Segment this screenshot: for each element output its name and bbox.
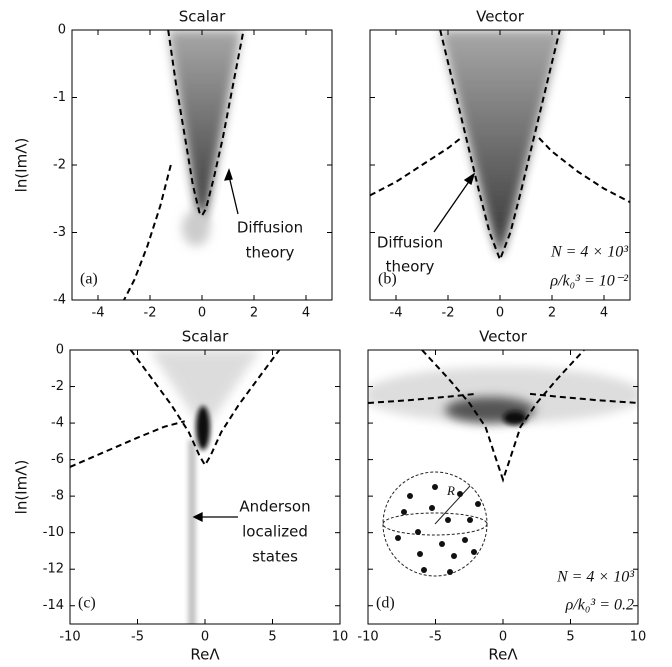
panel-label: (b) (378, 271, 397, 288)
theory-curve (370, 137, 462, 197)
y-tick-label: -2 (53, 158, 66, 173)
parameter-note: ρ/k₀³ = 0.2 (565, 597, 634, 614)
annotation: Diffusion (377, 234, 443, 252)
density (150, 350, 260, 624)
x-tick-label: 2 (548, 306, 556, 321)
theory-curve (368, 392, 477, 404)
annotation: theory (386, 258, 435, 276)
panel-title: Vector (476, 8, 525, 26)
theory-curve (70, 420, 186, 468)
density (368, 367, 638, 425)
x-tick-label: 4 (600, 306, 608, 321)
y-tick-label: -14 (43, 598, 64, 613)
x-tick-label: 0 (496, 306, 504, 321)
y-tick-label: -2 (51, 379, 64, 394)
x-tick-label: 5 (268, 630, 276, 645)
x-tick-label: -4 (390, 306, 403, 321)
x-tick-label: 10 (332, 630, 349, 645)
panel-label: (d) (376, 595, 395, 612)
annotation: theory (246, 244, 295, 262)
y-tick-label: -1 (53, 90, 66, 105)
parameter-note: N = 4 × 10³ (550, 244, 628, 261)
theory-curve (439, 30, 561, 263)
x-tick-label: -5 (429, 630, 442, 645)
density (168, 30, 242, 246)
y-tick-label: -4 (53, 293, 66, 308)
annotation: localized (242, 523, 308, 541)
density (440, 30, 562, 258)
x-tick-label: -10 (59, 630, 80, 645)
y-axis-label: ln(ImΛ) (13, 138, 31, 193)
parameter-note: ρ/k₀³ = 10⁻² (549, 273, 629, 290)
y-tick-label: 0 (56, 343, 64, 358)
x-tick-label: 2 (250, 306, 258, 321)
x-tick-label: 0 (198, 306, 206, 321)
x-tick-label: 4 (302, 306, 310, 321)
y-tick-label: -12 (43, 562, 64, 577)
panel-title: Vector (479, 328, 528, 346)
parameter-note: N = 4 × 10³ (556, 569, 634, 586)
y-tick-label: -4 (51, 416, 64, 431)
theory-curve (123, 164, 172, 300)
panel-label: (a) (80, 271, 98, 288)
x-tick-label: -4 (92, 306, 105, 321)
annotation: Diffusion (237, 219, 303, 237)
panel-title: Scalar (182, 328, 229, 346)
y-tick-label: -8 (51, 489, 64, 504)
panel-label: (c) (78, 595, 96, 612)
annotation: states (252, 548, 298, 566)
x-axis-label: ReΛ (190, 646, 220, 664)
radius (434, 485, 471, 525)
theory-curve (167, 30, 245, 218)
y-tick-label: -10 (43, 525, 64, 540)
arrows (192, 168, 476, 523)
x-tick-label: 0 (201, 630, 209, 645)
particles (395, 484, 481, 575)
x-tick-label: -10 (357, 630, 378, 645)
annotation: Anderson (239, 498, 310, 516)
theory-curve (538, 137, 630, 204)
y-tick-label: -3 (53, 225, 66, 240)
x-axis-label: ReΛ (488, 646, 518, 664)
x-tick-label: -2 (442, 306, 455, 321)
x-tick-label: 0 (499, 630, 507, 645)
x-tick-label: 10 (630, 630, 647, 645)
y-tick-label: -6 (51, 452, 64, 467)
x-tick-label: -2 (144, 306, 157, 321)
x-tick-label: 5 (566, 630, 574, 645)
y-tick-label: 0 (58, 23, 66, 38)
panel-title: Scalar (179, 8, 226, 26)
theory-curve (529, 392, 638, 404)
x-tick-label: -5 (131, 630, 144, 645)
sphere-inset (382, 471, 488, 577)
inset-label: R (446, 483, 455, 498)
y-axis-label: ln(ImΛ) (13, 460, 31, 515)
